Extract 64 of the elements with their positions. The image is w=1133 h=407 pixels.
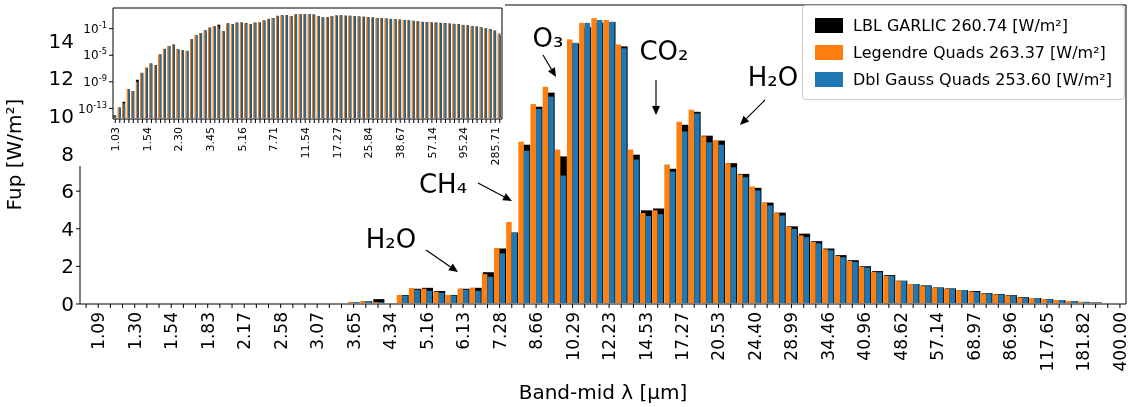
x-tick-label: 11.54 [299,127,313,159]
x-tick-label: 1.54 [140,127,154,152]
y-tick-label: 2 [61,254,74,279]
x-tick-label: 7.71 [267,127,281,152]
y-tick-label: 6 [61,179,74,204]
y-tick-label: 4 [61,216,74,241]
x-tick-label: 1.83 [197,312,218,350]
x-tick-label: 2.17 [234,312,255,350]
x-tick-label: 17.27 [672,312,693,361]
x-tick-label: 40.96 [854,312,875,361]
x-tick-label: 2.58 [270,312,291,350]
x-tick-label: 24.40 [744,312,765,361]
x-tick-label: 1.03 [109,127,123,152]
x-tick-label: 1.30 [124,312,145,350]
x-tick-label: 17.27 [330,127,344,159]
x-tick-label: 1.09 [88,312,109,350]
x-tick-label: 68.97 [963,312,984,361]
y-tick-label: 10$^{-9}$ [83,73,107,89]
x-tick-label: 5.16 [416,312,437,350]
x-tick-label: 95.24 [457,127,471,159]
y-tick-label: 14 [48,28,74,53]
x-tick-label: 117.65 [1036,312,1057,372]
x-tick-label: 57.14 [425,127,439,159]
x-tick-label: 38.67 [394,127,408,159]
x-axis-title: Band-mid λ [µm] [518,380,688,404]
y-tick-label: 10 [48,103,74,128]
x-tick-label: 181.82 [1073,312,1094,372]
y-tick-label: 0 [61,292,74,316]
annotation: O₃ [532,23,564,53]
legend-label: Dbl Gauss Quads 253.60 [W/m²] [853,70,1112,89]
annotation: CO₂ [639,36,689,66]
x-tick-label: 86.96 [1000,312,1021,361]
y-tick-label: 10$^{-5}$ [83,46,107,63]
x-tick-label: 285.71 [489,127,503,166]
x-tick-label: 8.66 [526,312,547,350]
x-tick-label: 20.53 [708,312,729,361]
x-tick-label: 1.54 [161,312,182,350]
x-tick-label: 57.14 [927,312,948,361]
x-tick-label: 34.46 [817,312,838,361]
y-tick-label: 10$^{-1}$ [83,19,107,36]
x-tick-label: 28.99 [781,312,802,361]
x-tick-label: 25.84 [362,127,376,159]
x-tick-label: 2.30 [172,127,186,152]
y-tick-label: 12 [48,66,74,91]
annotation: CH₄ [418,169,468,199]
y-axis-title: Fup [W/m²] [2,98,27,211]
x-tick-label: 14.53 [635,312,656,361]
x-tick-label: 12.23 [599,312,620,361]
x-tick-label: 3.07 [307,312,328,350]
x-tick-label: 5.16 [235,127,249,152]
x-tick-label: 4.34 [380,312,401,350]
legend-label: Legendre Quads 263.37 [W/m²] [853,43,1106,62]
annotation: H₂O [747,62,799,92]
x-tick-label: 3.45 [204,127,218,152]
x-tick-label: 6.13 [453,312,474,350]
x-tick-label: 10.29 [562,312,583,361]
y-tick-label: 8 [61,141,74,166]
y-tick-label: 10$^{-13}$ [78,99,107,116]
x-tick-label: 3.65 [343,312,364,350]
x-tick-label: 48.62 [890,312,911,361]
x-tick-label: 7.28 [489,312,510,350]
x-tick-label: 400.00 [1109,312,1130,372]
legend-label: LBL GARLIC 260.74 [W/m²] [853,16,1069,35]
annotation: H₂O [365,224,417,254]
